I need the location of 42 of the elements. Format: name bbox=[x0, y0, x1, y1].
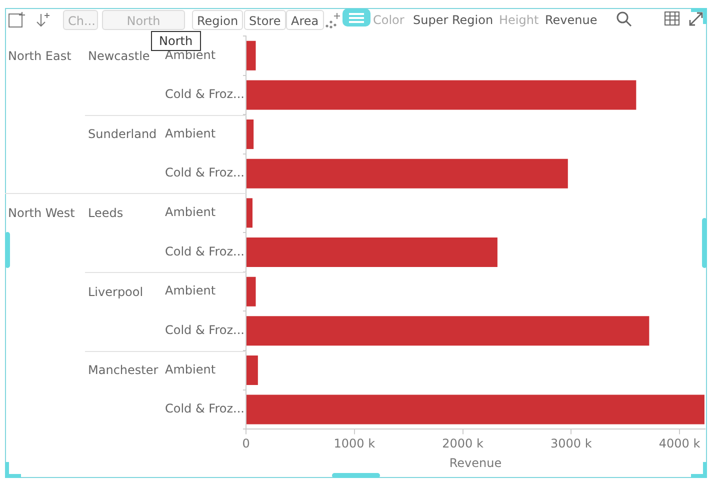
text: Area bbox=[286, 10, 324, 30]
text: Ch... bbox=[63, 10, 98, 30]
x-tick-label: 4000 k bbox=[658, 436, 700, 451]
x-tick-label: 3000 k bbox=[550, 436, 592, 451]
bar bbox=[246, 40, 256, 70]
bar bbox=[246, 355, 258, 385]
text: Store bbox=[244, 10, 286, 30]
x-axis-title: Revenue bbox=[449, 456, 502, 470]
x-tick-label: 1000 k bbox=[334, 436, 376, 451]
bar bbox=[246, 394, 704, 424]
bar bbox=[246, 120, 254, 150]
text: North East bbox=[8, 48, 72, 63]
text: North bbox=[102, 10, 185, 30]
y-tick-label: Ambient bbox=[165, 205, 216, 220]
text: Height bbox=[499, 12, 539, 29]
x-tick-label: 0 bbox=[242, 436, 250, 451]
bar bbox=[246, 198, 253, 228]
y-tick-label: Ambient bbox=[165, 362, 216, 376]
y-tick-label: Cold & Froz... bbox=[165, 244, 244, 258]
text: Liverpool bbox=[88, 284, 144, 299]
text: Leeds bbox=[88, 206, 124, 220]
text: Region bbox=[192, 10, 244, 30]
y-tick-label: Ambient bbox=[165, 126, 216, 140]
y-tick-label: Ambient bbox=[165, 284, 216, 298]
y-tick-label: Cold & Froz... bbox=[165, 323, 244, 338]
text: Super Region bbox=[413, 12, 494, 29]
y-tick-label: Cold & Froz... bbox=[165, 87, 244, 102]
text: Manchester bbox=[88, 363, 158, 378]
text: Color bbox=[373, 12, 404, 29]
text: North West bbox=[8, 206, 75, 220]
y-tick-label: Cold & Froz... bbox=[165, 166, 244, 180]
bar bbox=[246, 316, 650, 346]
text: North bbox=[151, 31, 201, 51]
x-tick-label: 2000 k bbox=[442, 436, 484, 451]
y-tick-label: Cold & Froz... bbox=[165, 402, 244, 416]
text: Newcastle bbox=[88, 48, 150, 63]
bar bbox=[246, 158, 568, 188]
bar bbox=[246, 276, 256, 306]
text: Revenue bbox=[545, 12, 598, 29]
bar bbox=[246, 80, 636, 110]
bar bbox=[246, 238, 498, 268]
text: Sunderland bbox=[88, 127, 157, 142]
